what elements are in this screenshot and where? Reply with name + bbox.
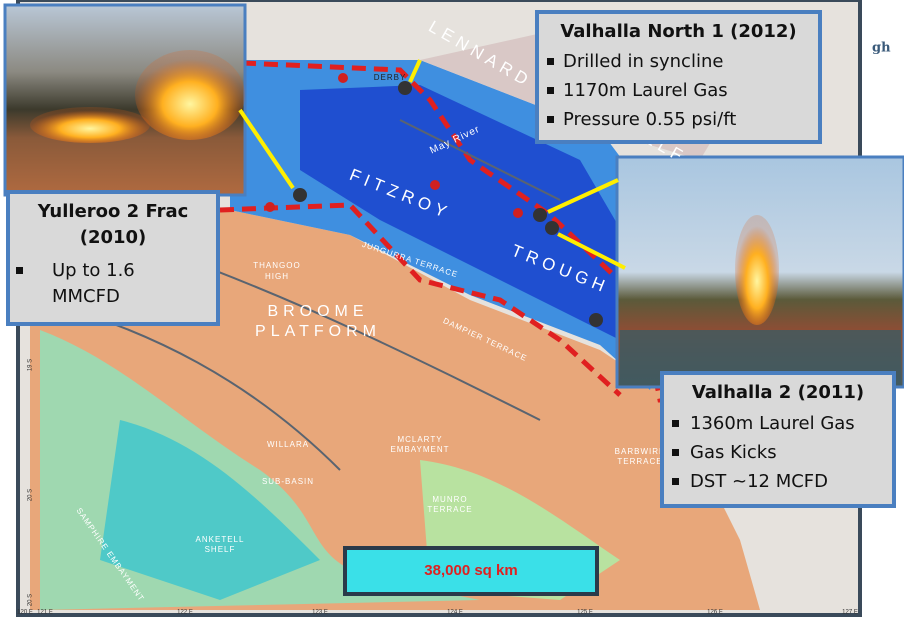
well	[265, 202, 275, 212]
map-label: BARBWIRE	[615, 447, 666, 456]
callout-title: Yulleroo 2 Frac (2010)	[37, 201, 189, 248]
callout-title: Valhalla North 1 (2012)	[560, 21, 796, 42]
photo-valhalla	[615, 155, 904, 389]
bullet	[672, 420, 679, 427]
bullet	[547, 87, 554, 94]
land-teal	[100, 420, 320, 600]
map-label: DERBY	[374, 73, 407, 82]
callout: Yulleroo 2 Frac (2010) Up to 1.6 MMCFD	[6, 190, 220, 326]
callout-box	[6, 190, 220, 326]
map-label: BROOME	[267, 303, 368, 320]
callout-bullet: Pressure 0.55 psi/ft	[563, 109, 736, 130]
map-label: PLATFORM	[255, 323, 381, 340]
longitude-tick: 122 E	[177, 610, 193, 616]
callout-bullet: Up to 1.6 MMCFD	[52, 260, 135, 307]
callout-bullet: 1170m Laurel Gas	[563, 80, 728, 101]
map-label: HIGH	[265, 272, 289, 281]
well	[430, 180, 440, 190]
map-label: TERRACE	[617, 457, 662, 466]
callout-bullet: 1360m Laurel Gas	[690, 413, 855, 434]
callout-bullet: Drilled in syncline	[563, 51, 723, 72]
latitude-tick: 20 S	[28, 489, 34, 501]
map-label: TERRACE	[427, 505, 472, 514]
callout-title: Valhalla 2 (2011)	[692, 382, 864, 403]
bullet	[672, 478, 679, 485]
bullet	[16, 267, 23, 274]
map-label: SUB-BASIN	[262, 477, 314, 486]
arrow	[547, 178, 619, 214]
well	[533, 208, 547, 222]
callout: Valhalla 2 (2011) 1360m Laurel Gas Gas Kic…	[660, 371, 896, 508]
arrow	[557, 232, 626, 270]
photo-yulleroo	[3, 3, 247, 197]
longitude-tick: 124 E	[447, 610, 463, 616]
map-label: ANKETELL	[196, 535, 245, 544]
callout-bullet: Gas Kicks	[690, 442, 777, 463]
well	[398, 81, 412, 95]
corner-text: gh	[872, 41, 891, 56]
map-label: MCLARTY	[397, 435, 442, 444]
callout: Valhalla North 1 (2012) Drilled in syncli…	[535, 10, 822, 144]
longitude-tick: 121 E	[37, 610, 53, 616]
well	[293, 188, 307, 202]
bullet	[547, 116, 554, 123]
map-label: MUNRO	[432, 495, 467, 504]
flame	[135, 50, 245, 140]
callout-box	[535, 10, 822, 144]
bullet	[672, 449, 679, 456]
callout-bullet: DST ~12 MCFD	[690, 471, 828, 492]
map-label: THANGOO	[253, 261, 300, 270]
map-label: WILLARA	[267, 440, 309, 449]
longitude-tick: 123 E	[312, 610, 328, 616]
arrows	[238, 59, 626, 270]
well	[513, 208, 523, 218]
longitude-tick: 127 E	[842, 610, 858, 616]
area-box	[343, 546, 599, 596]
well	[545, 221, 559, 235]
longitude-tick: 120 E	[17, 610, 33, 616]
well	[338, 73, 348, 83]
wells	[265, 73, 603, 327]
bullet	[547, 58, 554, 65]
well	[589, 313, 603, 327]
map-label: EMBAYMENT	[390, 445, 449, 454]
trough-deep	[300, 85, 650, 340]
map-label: SHELF	[205, 545, 236, 554]
area-label: 38,000 sq km	[424, 562, 517, 579]
longitude-tick: 125 E	[577, 610, 593, 616]
arrow	[408, 59, 422, 83]
arrow	[238, 108, 295, 190]
flame	[735, 215, 779, 325]
latitude-tick: 19 S	[28, 359, 34, 371]
flame	[30, 107, 150, 143]
latitude-tick: 20 S	[28, 594, 34, 606]
longitude-tick: 126 E	[707, 610, 723, 616]
callout-box	[660, 371, 896, 508]
